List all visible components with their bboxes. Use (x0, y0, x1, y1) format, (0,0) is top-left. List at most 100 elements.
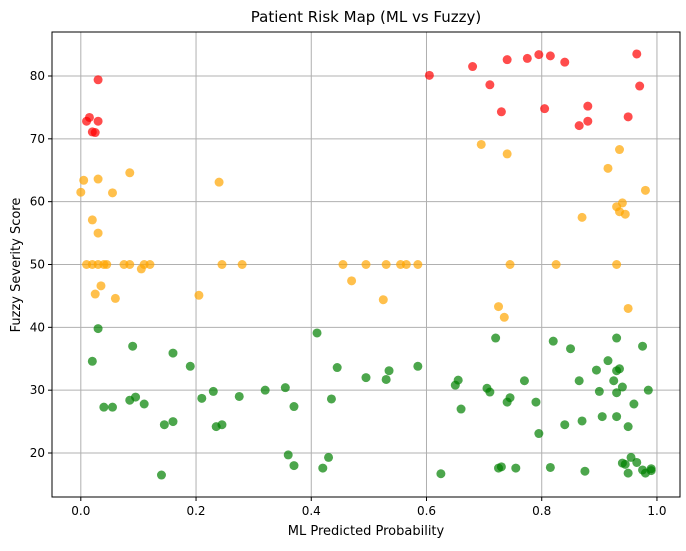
data-point (494, 302, 504, 312)
data-point (194, 290, 204, 300)
data-point (612, 388, 622, 398)
data-point (505, 260, 515, 269)
data-point (185, 361, 195, 371)
data-point (485, 387, 495, 397)
data-point (384, 366, 394, 376)
data-point (577, 416, 587, 426)
x-tick-label: 1.0 (647, 504, 666, 518)
data-point (347, 276, 357, 286)
data-point (145, 260, 155, 269)
data-point (623, 468, 633, 478)
data-point (540, 104, 550, 114)
data-point (87, 215, 97, 225)
data-point (453, 375, 463, 385)
data-point (128, 341, 138, 351)
data-point (234, 391, 244, 401)
data-point (93, 324, 103, 334)
data-point (496, 462, 506, 472)
data-point (560, 420, 570, 430)
data-point (131, 392, 141, 402)
data-point (168, 417, 178, 427)
data-point (629, 399, 639, 409)
data-point (603, 163, 613, 173)
data-point (580, 466, 590, 476)
data-point (168, 348, 178, 358)
data-point (401, 260, 411, 269)
data-point (617, 198, 627, 208)
data-point (312, 328, 322, 338)
data-point (534, 429, 544, 439)
data-point (237, 260, 247, 269)
data-point (545, 51, 555, 61)
y-tick-label: 40 (30, 320, 45, 334)
data-point (623, 303, 633, 313)
data-point (102, 260, 112, 269)
data-point (511, 463, 521, 473)
data-point (574, 376, 584, 386)
data-point (623, 422, 633, 432)
y-tick-label: 50 (30, 258, 45, 272)
data-point (643, 385, 653, 395)
data-point (93, 174, 103, 184)
data-point (381, 374, 391, 384)
x-tick-label: 0.2 (186, 504, 205, 518)
x-axis-label: ML Predicted Probability (288, 524, 445, 539)
data-point (609, 376, 619, 386)
data-point (280, 383, 290, 393)
x-axis: 0.0 0.2 0.4 0.6 0.8 1.0 (71, 497, 667, 518)
data-point (603, 356, 613, 366)
data-point (620, 459, 630, 469)
x-tick-label: 0.0 (71, 504, 90, 518)
data-point (615, 145, 625, 155)
data-point (635, 81, 645, 91)
data-point (505, 393, 515, 403)
data-point (640, 185, 650, 195)
data-point (159, 420, 169, 430)
data-point (499, 312, 509, 322)
y-tick-label: 20 (30, 446, 45, 460)
y-axis: 20 30 40 50 60 70 80 (30, 69, 52, 460)
data-point (332, 363, 342, 373)
data-point (110, 293, 120, 303)
data-point (260, 385, 270, 395)
data-point (79, 175, 89, 185)
data-point (93, 75, 103, 85)
data-point (632, 457, 642, 467)
data-point (156, 470, 166, 480)
data-point (381, 260, 391, 269)
data-point (76, 187, 86, 197)
data-point (197, 393, 207, 403)
data-point (491, 333, 501, 343)
data-point (496, 107, 506, 117)
y-tick-label: 70 (30, 132, 45, 146)
data-point (615, 364, 625, 374)
y-axis-label: Fuzzy Severity Score (9, 198, 24, 333)
data-point (551, 260, 561, 269)
x-tick-label: 0.8 (532, 504, 551, 518)
y-tick-label: 80 (30, 69, 45, 83)
data-point (583, 116, 593, 126)
data-point (591, 365, 601, 375)
data-point (93, 228, 103, 238)
data-point (623, 112, 633, 122)
data-point (594, 386, 604, 396)
data-point (632, 49, 642, 59)
data-point (217, 260, 227, 269)
data-point (476, 139, 486, 149)
data-point (548, 336, 558, 346)
data-point (214, 177, 224, 187)
y-tick-label: 30 (30, 383, 45, 397)
data-point (125, 168, 135, 178)
data-point (522, 53, 532, 63)
data-point (560, 57, 570, 67)
data-point (99, 402, 109, 412)
data-point (107, 188, 117, 198)
data-point (485, 80, 495, 90)
data-point (96, 281, 106, 291)
data-point (84, 112, 94, 122)
data-point (93, 116, 103, 126)
data-point (646, 466, 656, 476)
data-point (361, 260, 371, 269)
